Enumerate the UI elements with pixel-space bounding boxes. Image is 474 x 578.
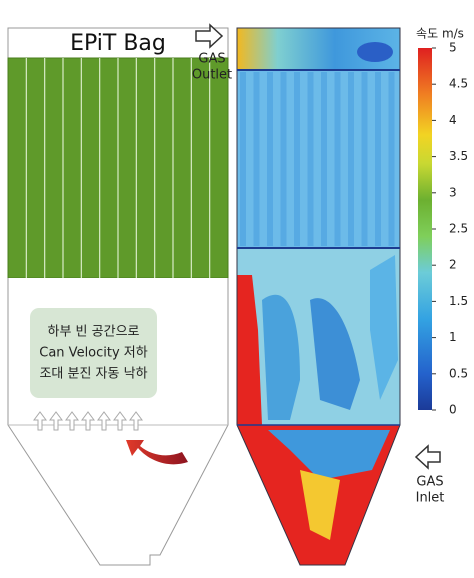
vessel-diagram: EPiT Bag 하부 빈 공간으로 Can Velocity 저하 조대 분진… bbox=[7, 23, 232, 566]
colorbar-tick-label: 1.5 bbox=[449, 294, 468, 308]
cfd-stripe bbox=[307, 72, 314, 246]
annotation-line: Can Velocity 저하 bbox=[39, 346, 148, 361]
cfd-stripe bbox=[388, 72, 395, 246]
cfd-field bbox=[236, 27, 401, 566]
bag-label: EPiT Bag bbox=[70, 31, 166, 56]
up-arrow bbox=[65, 411, 79, 431]
cfd-stripe bbox=[294, 72, 300, 246]
cfd-stripe bbox=[267, 72, 273, 246]
annotation-line: 조대 분진 자동 낙하 bbox=[39, 367, 147, 382]
annotation-line: 하부 빈 공간으로 bbox=[48, 325, 140, 340]
cfd-stripe bbox=[361, 72, 368, 246]
cfd-stripes bbox=[240, 72, 395, 246]
bag-header bbox=[7, 27, 229, 59]
up-arrows bbox=[33, 411, 143, 431]
up-arrow bbox=[49, 411, 63, 431]
inlet-arrow-icon bbox=[414, 444, 441, 470]
cfd-stripe bbox=[321, 72, 327, 246]
cfd-region bbox=[262, 294, 300, 420]
cfd-stripe bbox=[253, 72, 260, 246]
bag-dividers bbox=[25, 58, 211, 278]
colorbar-tick-label: 3 bbox=[449, 185, 457, 199]
cfd-stripe bbox=[334, 72, 341, 246]
colorbar-tick-label: 4.5 bbox=[449, 77, 468, 91]
colorbar-title: 속도 m/s bbox=[416, 27, 464, 41]
colorbar-tick-label: 4 bbox=[449, 113, 457, 127]
colorbar-tick-label: 5 bbox=[449, 41, 457, 55]
colorbar: 속도 m/s 0 0.5 1 1.5 2 2.5 3 3.5 4 4.5 5 bbox=[416, 27, 468, 417]
cfd-region bbox=[357, 42, 393, 62]
cfd-region bbox=[237, 275, 262, 425]
cfd-stripe bbox=[375, 72, 381, 246]
colorbar-tick-label: 2 bbox=[449, 258, 457, 272]
colorbar-tick-label: 2.5 bbox=[449, 222, 468, 236]
outlet-arrow-icon bbox=[195, 23, 224, 49]
inlet-flow-arrow bbox=[126, 440, 188, 465]
cfd-region bbox=[268, 430, 390, 480]
colorbar-tick-label: 1 bbox=[449, 330, 457, 344]
up-arrow bbox=[81, 411, 95, 431]
inlet-label: GAS bbox=[416, 475, 443, 490]
cfd-region bbox=[300, 470, 340, 540]
up-arrow bbox=[33, 411, 47, 431]
cfd-bag-zone bbox=[237, 70, 400, 248]
cfd-region bbox=[310, 298, 360, 410]
up-arrow bbox=[97, 411, 111, 431]
colorbar-tick-label: 3.5 bbox=[449, 149, 468, 163]
up-arrow bbox=[113, 411, 127, 431]
colorbar-tick-label: 0 bbox=[449, 403, 457, 417]
colorbar-scale bbox=[418, 48, 432, 410]
inlet-label: Inlet bbox=[416, 491, 445, 506]
cfd-stripe bbox=[240, 72, 246, 246]
up-arrow bbox=[129, 411, 143, 431]
colorbar-tick-label: 0.5 bbox=[449, 366, 468, 380]
outlet-label: Outlet bbox=[192, 68, 232, 83]
cfd-stripe bbox=[348, 72, 354, 246]
cfd-region bbox=[370, 255, 398, 400]
annotation-box bbox=[30, 308, 157, 398]
outlet-label: GAS bbox=[198, 52, 225, 67]
cfd-stripe bbox=[280, 72, 287, 246]
